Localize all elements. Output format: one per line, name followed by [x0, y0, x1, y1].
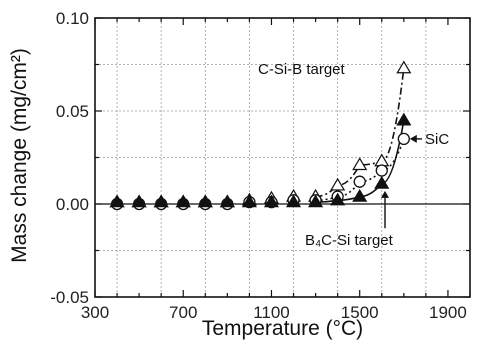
- x-tick-label: 300: [81, 303, 109, 322]
- x-tick-label: 1500: [341, 303, 379, 322]
- y-tick-label: 0.10: [56, 9, 89, 28]
- series-line-sic: [315, 138, 405, 202]
- point-b-c-si-target: [396, 112, 412, 126]
- point-b-c-si-target: [352, 188, 368, 202]
- y-tick-labels: -0.05 0.00 0.05 0.10: [50, 9, 89, 307]
- point-c-si-b-target: [352, 157, 368, 171]
- annotations: C-Si-B target SiC B₄C-Si target: [258, 61, 449, 249]
- point-b-c-si-target: [131, 194, 147, 208]
- series-layer: [109, 60, 412, 211]
- arrowhead-b4csi: [381, 190, 389, 198]
- point-b-c-si-target: [175, 194, 191, 208]
- point-sic: [397, 132, 410, 146]
- point-b-c-si-target: [219, 194, 235, 208]
- point-b-c-si-target: [263, 194, 280, 208]
- annotation-b4csi-target: B₄C-Si target: [305, 232, 394, 249]
- point-c-si-b-target: [330, 177, 346, 191]
- annotation-csib-target: C-Si-B target: [258, 61, 346, 78]
- y-axis-title: Mass change (mg/cm²): [8, 48, 31, 263]
- arrowhead-sic: [409, 134, 417, 143]
- point-b-c-si-target: [374, 175, 390, 189]
- point-b-c-si-target: [109, 194, 125, 208]
- point-b-c-si-target: [285, 194, 302, 208]
- point-b-c-si-target: [330, 192, 346, 206]
- x-axis-title: Temperature (°C): [202, 317, 363, 340]
- annotation-sic: SiC: [425, 131, 449, 148]
- y-tick-label: 0.00: [56, 195, 89, 214]
- x-tick-labels: 300 700 1100 1500 1900: [81, 303, 467, 322]
- y-tick-label: 0.05: [56, 102, 89, 121]
- x-tick-label: 1100: [253, 303, 290, 322]
- point-b-c-si-target: [197, 194, 213, 208]
- point-c-si-b-target: [396, 60, 412, 74]
- point-sic: [375, 164, 388, 177]
- point-b-c-si-target: [308, 194, 324, 208]
- grid: [95, 18, 470, 297]
- point-b-c-si-target: [153, 194, 169, 208]
- x-tick-label: 700: [169, 303, 197, 322]
- point-sic: [353, 175, 366, 188]
- point-b-c-si-target: [241, 194, 257, 208]
- y-tick-label: -0.05: [50, 288, 89, 307]
- ticks: [94, 17, 471, 298]
- x-tick-label: 1900: [429, 303, 467, 322]
